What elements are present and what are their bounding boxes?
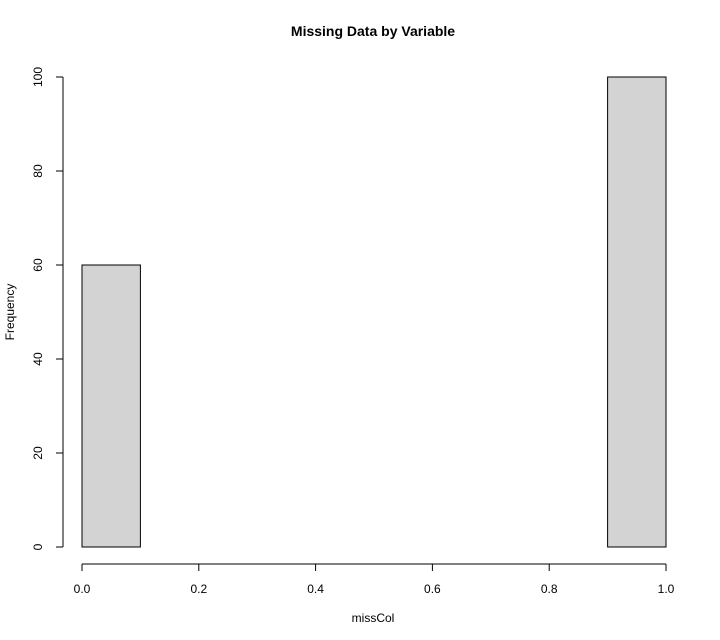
y-tick-label: 40 xyxy=(31,352,45,366)
x-axis: 0.0 0.2 0.4 0.6 0.8 1.0 xyxy=(74,563,675,596)
y-axis: 0 20 40 60 80 100 xyxy=(31,67,64,550)
y-tick-label: 20 xyxy=(31,446,45,460)
x-tick-label: 0.4 xyxy=(307,582,324,596)
y-tick-label: 0 xyxy=(31,543,45,550)
y-tick-label: 80 xyxy=(31,164,45,178)
x-tick-label: 0.6 xyxy=(424,582,441,596)
chart-title: Missing Data by Variable xyxy=(291,23,455,39)
bars-group xyxy=(81,76,667,548)
x-axis-label: missCol xyxy=(352,611,395,625)
x-tick-label: 0.0 xyxy=(74,582,91,596)
x-tick-label: 0.8 xyxy=(541,582,558,596)
y-tick-label: 100 xyxy=(31,67,45,87)
x-tick-label: 0.2 xyxy=(190,582,207,596)
histogram-bar-9 xyxy=(607,76,667,548)
y-tick-label: 60 xyxy=(31,258,45,272)
y-axis-label: Frequency xyxy=(3,284,17,341)
x-tick-label: 1.0 xyxy=(658,582,675,596)
histogram-bar-0 xyxy=(81,264,141,548)
